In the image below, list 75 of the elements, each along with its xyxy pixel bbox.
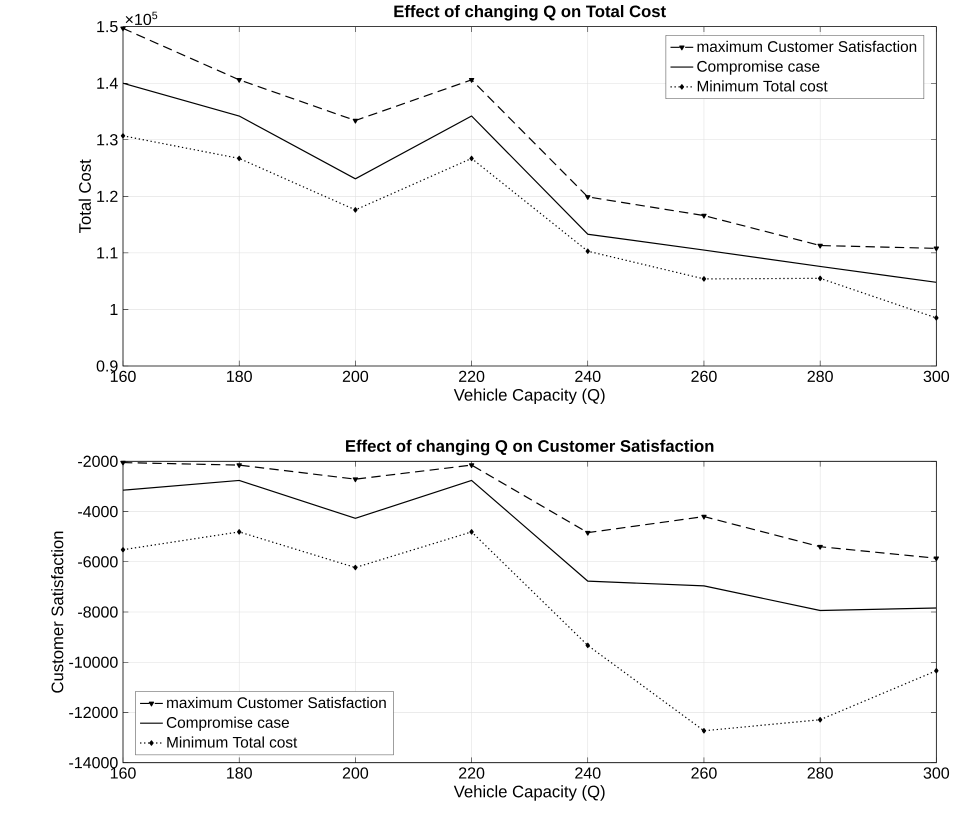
- point: [818, 716, 822, 722]
- y-tick-label: -10000: [69, 656, 118, 668]
- y-tick-label: 1.2: [97, 190, 118, 202]
- point: [236, 156, 242, 162]
- y-tick-label: 0.9: [96, 360, 118, 372]
- y-tick-label: -8000: [78, 606, 118, 618]
- point: [934, 246, 940, 252]
- x-axis-title: Vehicle Capacity (Q): [454, 785, 605, 801]
- y-axis-title: Customer Satisfaction: [51, 532, 64, 693]
- x-tick-label: 240: [575, 767, 600, 779]
- y-tick-label: -12000: [69, 706, 118, 718]
- point: [934, 556, 940, 562]
- point: [353, 564, 358, 570]
- point: [353, 207, 358, 213]
- y-tick-label: 1.4: [97, 78, 118, 89]
- legend-label: Compromise case: [697, 60, 820, 75]
- y-tick-label: 1.5: [97, 21, 118, 32]
- point: [702, 276, 706, 282]
- legend-label: maximum Customer Satisfaction: [698, 40, 916, 52]
- x-tick-label: 180: [227, 370, 252, 382]
- y-tick-label: 1.1: [97, 247, 118, 258]
- point: [702, 728, 706, 734]
- point: [236, 78, 242, 83]
- point: [817, 244, 823, 249]
- point: [352, 118, 358, 124]
- legend-label: maximum Customer Satisfaction: [167, 696, 386, 708]
- x-tick-label: 260: [691, 370, 717, 382]
- point: [469, 156, 474, 162]
- point: [120, 133, 126, 139]
- point: [585, 195, 590, 200]
- point: [120, 26, 126, 32]
- x-tick-label: 300: [924, 370, 950, 382]
- point: [352, 477, 358, 482]
- x-tick-label: 220: [459, 767, 484, 779]
- point: [236, 529, 242, 535]
- point: [120, 460, 126, 466]
- x-tick-label: 280: [808, 370, 833, 382]
- legend-label: Minimum Total cost: [167, 736, 298, 748]
- x-tick-label: 200: [342, 767, 368, 779]
- y-tick-label: 1: [110, 304, 118, 315]
- y-tick-label: 1.3: [97, 134, 118, 146]
- y-tick-label: -14000: [69, 757, 118, 768]
- x-tick-label: 160: [110, 767, 136, 779]
- text: ×10$^{5}$: [126, 12, 158, 26]
- point: [120, 546, 126, 552]
- x-tick-label: 180: [227, 767, 252, 779]
- x-tick-label: 260: [691, 767, 717, 779]
- legend-label: Compromise case: [166, 716, 289, 731]
- point: [586, 248, 590, 254]
- legend-label: Minimum Total cost: [698, 80, 828, 92]
- point: [236, 463, 242, 468]
- point: [468, 78, 474, 83]
- point: [586, 642, 590, 648]
- point: [817, 544, 823, 550]
- point: [701, 214, 707, 219]
- x-tick-label: 300: [924, 767, 950, 779]
- x-tick-label: 280: [808, 767, 833, 779]
- x-tick-label: 240: [575, 370, 600, 382]
- point: [468, 463, 474, 468]
- point: [469, 529, 474, 535]
- y-tick-label: -2000: [78, 456, 118, 467]
- x-axis-title: Vehicle Capacity (Q): [454, 388, 605, 404]
- x-tick-label: 200: [342, 370, 368, 382]
- chart-title: Effect of changing Q on Total Cost: [394, 4, 666, 21]
- point: [934, 315, 939, 321]
- y-tick-label: -4000: [78, 506, 118, 518]
- y-tick-label: -6000: [78, 556, 118, 568]
- point: [818, 276, 822, 282]
- x-tick-label: 220: [459, 370, 484, 382]
- point: [934, 668, 939, 674]
- chart-title: Effect of changing Q on Customer Satisfaction: [346, 440, 714, 456]
- point: [701, 514, 707, 520]
- y-axis-title: Total Cost: [78, 159, 91, 234]
- x-tick-label: 160: [110, 370, 136, 382]
- point: [585, 530, 590, 536]
